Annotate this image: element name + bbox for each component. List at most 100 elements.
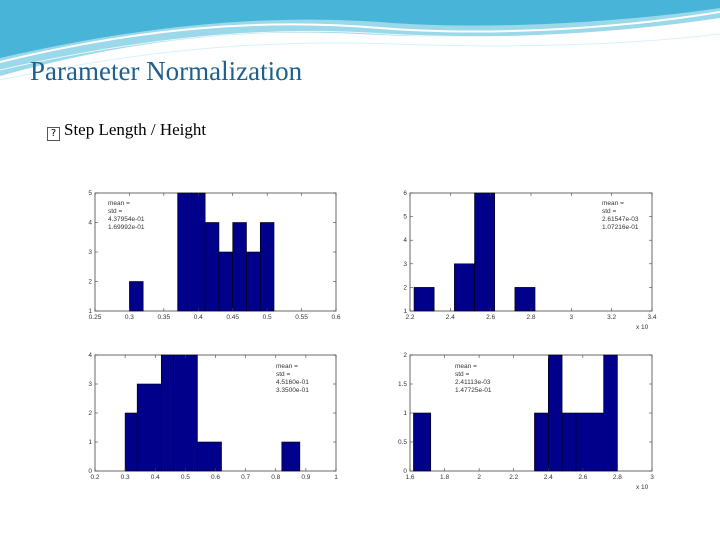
- y-tick-label: 0.5: [398, 439, 407, 446]
- histogram-bar: [160, 354, 174, 472]
- x-tick-label: 3.2: [607, 314, 616, 321]
- x-tick-label: 2.8: [526, 314, 535, 321]
- y-tick-label: 2: [88, 279, 92, 286]
- y-tick-label: 6: [403, 190, 407, 197]
- histogram-bar: [534, 412, 549, 472]
- x-axis-multiplier: x 10: [636, 484, 649, 491]
- histogram-bar: [232, 222, 247, 312]
- stats-annotation: mean =: [108, 200, 130, 207]
- histogram-bar: [603, 354, 618, 472]
- stats-annotation: mean =: [276, 363, 298, 370]
- stats-annotation: std =: [455, 371, 469, 378]
- x-axis-multiplier: x 10: [636, 324, 649, 331]
- histogram-panel: 0.2 0.3 0.4 0.5 0.6 0.7 0.8 0.9 1 4 3 2 1 0 mean =std …: [88, 352, 338, 481]
- stats-annotation: 1.69992e-01: [108, 224, 145, 231]
- y-tick-label: 2: [88, 410, 92, 417]
- x-tick-label: 0.6: [211, 474, 220, 481]
- stats-annotation: 4.37954e-01: [108, 216, 145, 223]
- y-tick-label: 5: [88, 190, 92, 197]
- x-tick-label: 0.3: [121, 474, 130, 481]
- x-tick-label: 0.35: [158, 314, 171, 321]
- stats-annotation: 3.3500e-01: [276, 387, 309, 394]
- y-tick-label: 3: [88, 249, 92, 256]
- histogram-bar: [129, 281, 144, 312]
- histogram-bar: [124, 412, 138, 472]
- y-tick-label: 1: [403, 308, 407, 315]
- x-tick-label: 2.2: [509, 474, 518, 481]
- x-tick-label: 2.4: [544, 474, 553, 481]
- stats-annotation: 1.07216e-01: [602, 224, 639, 231]
- histogram-panel: 0.25 0.3 0.35 0.4 0.45 0.5 0.55 0.6 5 4 3 2 1 mean =s…: [88, 190, 341, 321]
- x-tick-label: 0.4: [151, 474, 160, 481]
- histogram-bar: [246, 251, 261, 312]
- stats-annotation: std =: [276, 371, 290, 378]
- x-tick-label: 0.45: [226, 314, 239, 321]
- x-tick-label: 0.4: [194, 314, 203, 321]
- histogram-bar: [413, 412, 432, 472]
- x-tick-label: 0.2: [90, 474, 99, 481]
- x-tick-label: 0.7: [241, 474, 250, 481]
- x-tick-label: 0.3: [125, 314, 134, 321]
- histogram-bar: [547, 354, 563, 472]
- x-tick-label: 0.55: [295, 314, 308, 321]
- histogram-bar: [575, 412, 604, 472]
- slide-banner-decoration: [0, 0, 720, 81]
- y-tick-label: 5: [403, 214, 407, 221]
- x-tick-label: 2.8: [613, 474, 622, 481]
- histogram-bar: [514, 287, 536, 312]
- x-tick-label: 1: [334, 474, 338, 481]
- stats-annotation: 2.41113e-03: [455, 379, 491, 386]
- bullet-item: ? Step Length / Height: [47, 120, 206, 141]
- stats-annotation: mean =: [455, 363, 477, 370]
- x-tick-label: 2.2: [405, 314, 414, 321]
- y-tick-label: 4: [88, 352, 92, 359]
- y-tick-label: 4: [403, 237, 407, 244]
- y-tick-label: 3: [88, 381, 92, 388]
- histogram-panel: 1.6 1.8 2 2.2 2.4 2.6 2.8 3 2 1.5 1 0.5 0 x 10 mean =s…: [398, 352, 654, 491]
- histogram-bar: [413, 287, 435, 312]
- histogram-bar: [454, 263, 475, 312]
- histogram-bar: [474, 192, 495, 312]
- y-tick-label: 1.5: [398, 381, 407, 388]
- histogram-bar: [173, 354, 198, 472]
- x-tick-label: 0.25: [89, 314, 102, 321]
- x-tick-label: 1.6: [405, 474, 414, 481]
- x-tick-label: 0.5: [263, 314, 272, 321]
- x-tick-label: 2: [477, 474, 481, 481]
- x-tick-label: 2.4: [446, 314, 455, 321]
- histogram-bar: [191, 192, 206, 312]
- x-tick-label: 0.5: [181, 474, 190, 481]
- stats-annotation: std =: [602, 208, 616, 215]
- x-tick-label: 1.8: [440, 474, 449, 481]
- x-tick-label: 2.6: [486, 314, 495, 321]
- histogram-panel: 2.2 2.4 2.6 2.8 3 3.2 3.4 6 5 4 3 2 1 x 10 mean =std =…: [403, 190, 657, 331]
- y-tick-label: 1: [88, 308, 92, 315]
- histogram-bar: [136, 383, 162, 472]
- y-tick-label: 3: [403, 261, 407, 268]
- histogram-bar: [561, 412, 577, 472]
- x-tick-label: 0.9: [301, 474, 310, 481]
- x-tick-label: 3.4: [647, 314, 656, 321]
- y-tick-label: 4: [88, 220, 92, 227]
- y-tick-label: 2: [403, 352, 407, 359]
- stats-annotation: mean =: [602, 200, 624, 207]
- bullet-icon: ?: [47, 127, 60, 141]
- y-tick-label: 2: [403, 284, 407, 291]
- histogram-bar: [177, 192, 192, 312]
- stats-annotation: std =: [108, 208, 122, 215]
- histogram-bar: [197, 441, 222, 472]
- y-tick-label: 0: [403, 468, 407, 475]
- x-tick-label: 0.6: [331, 314, 340, 321]
- bullet-text: Step Length / Height: [64, 120, 207, 139]
- histogram-bar: [204, 222, 220, 312]
- slide-title: Parameter Normalization: [30, 56, 303, 86]
- x-tick-label: 0.8: [271, 474, 280, 481]
- histogram-bar: [259, 222, 275, 312]
- stats-annotation: 2.61547e-03: [602, 216, 639, 223]
- stats-annotation: 1.47725e-01: [455, 387, 492, 394]
- x-tick-label: 3: [570, 314, 574, 321]
- x-tick-label: 2.6: [578, 474, 587, 481]
- histogram-bar: [218, 251, 234, 312]
- y-tick-label: 0: [88, 468, 92, 475]
